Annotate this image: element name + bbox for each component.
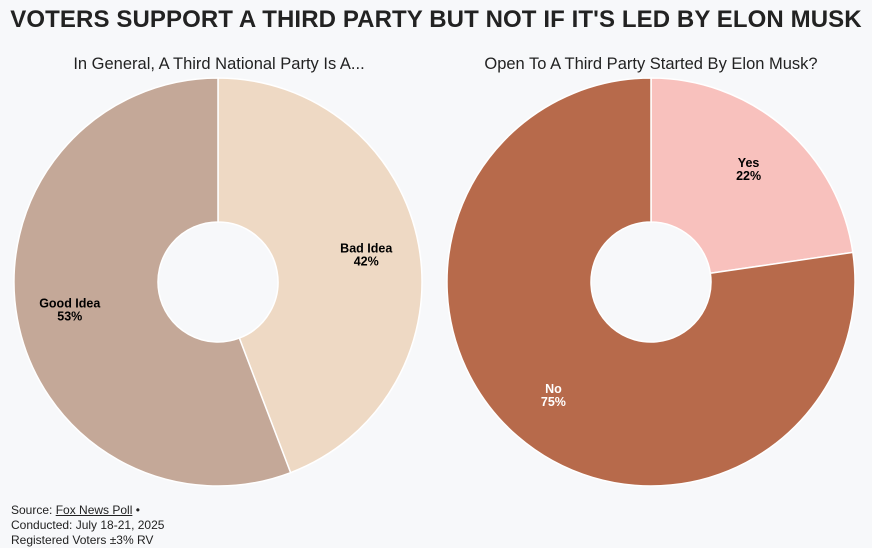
- left-slice-bad-idea: [217, 77, 423, 474]
- source-line: Source: Fox News Poll •: [11, 503, 164, 518]
- left-chart-title: In General, A Third National Party Is A.…: [73, 55, 365, 73]
- right-slice-value-no: 75%: [541, 395, 566, 409]
- footer: Source: Fox News Poll • Conducted: July …: [11, 503, 164, 548]
- right-slice-label-no: No: [545, 382, 562, 396]
- right-chart-title: Open To A Third Party Started By Elon Mu…: [484, 55, 818, 73]
- left-slice-value-good-idea: 53%: [57, 309, 82, 323]
- right-slice-label-yes: Yes: [738, 156, 760, 170]
- conducted-line: Conducted: July 18-21, 2025: [11, 518, 165, 532]
- left-slice-value-bad-idea: 42%: [354, 255, 379, 269]
- right-slice-no: [446, 77, 856, 487]
- chart-title: VOTERS SUPPORT A THIRD PARTY BUT NOT IF …: [10, 6, 862, 33]
- registered-line: Registered Voters ±3% RV: [11, 533, 154, 547]
- source-suffix: •: [132, 503, 140, 517]
- right-slice-value-yes: 22%: [736, 169, 761, 183]
- source-prefix: Source:: [11, 503, 56, 517]
- left-slice-label-bad-idea: Bad Idea: [340, 242, 393, 256]
- source-link[interactable]: Fox News Poll: [55, 503, 133, 517]
- left-slice-label-good-idea: Good Idea: [39, 296, 101, 310]
- right-slice-yes: [650, 77, 854, 275]
- left-slice-good-idea: [13, 77, 292, 487]
